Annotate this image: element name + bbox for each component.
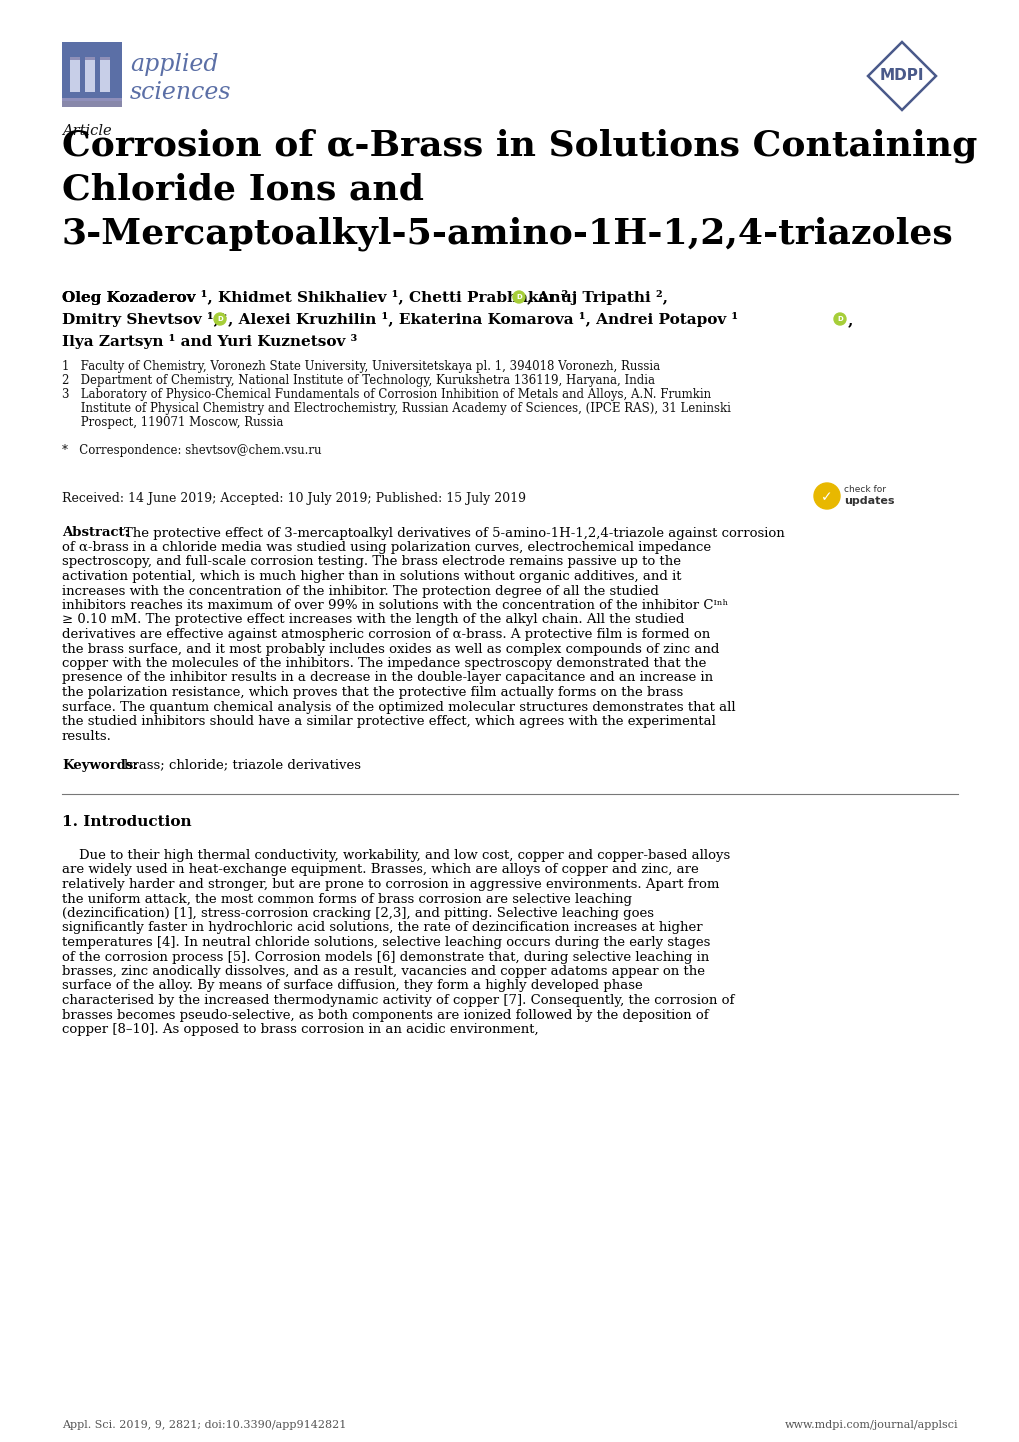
Text: Chloride Ions and: Chloride Ions and: [62, 173, 424, 208]
Text: 3-Mercaptoalkyl-5-amino-1H-1,2,4-triazoles: 3-Mercaptoalkyl-5-amino-1H-1,2,4-triazol…: [62, 216, 953, 251]
Bar: [85, 58, 95, 61]
Text: 2   Department of Chemistry, National Institute of Technology, Kurukshetra 13611: 2 Department of Chemistry, National Inst…: [62, 373, 654, 386]
Text: significantly faster in hydrochloric acid solutions, the rate of dezincification: significantly faster in hydrochloric aci…: [62, 921, 702, 934]
Bar: [70, 61, 79, 89]
Bar: [62, 101, 122, 107]
Text: Keywords:: Keywords:: [62, 758, 139, 771]
Bar: [70, 58, 79, 61]
Text: the polarization resistance, which proves that the protective film actually form: the polarization resistance, which prove…: [62, 686, 683, 699]
Text: updates: updates: [843, 496, 894, 506]
Text: Oleg Kozaderov ¹, Khidmet Shikhaliev ¹, Chetti Prabhakar ²: Oleg Kozaderov ¹, Khidmet Shikhaliev ¹, …: [62, 290, 568, 306]
Circle shape: [214, 313, 226, 324]
Text: D: D: [217, 316, 223, 322]
Bar: [100, 61, 110, 89]
Text: derivatives are effective against atmospheric corrosion of α-brass. A protective: derivatives are effective against atmosp…: [62, 629, 709, 642]
Text: Article: Article: [62, 124, 111, 138]
Text: brass; chloride; triazole derivatives: brass; chloride; triazole derivatives: [124, 758, 361, 771]
Text: MDPI: MDPI: [878, 69, 923, 84]
Bar: [85, 61, 95, 89]
Text: (dezincification) [1], stress-corrosion cracking [2,3], and pitting. Selective l: (dezincification) [1], stress-corrosion …: [62, 907, 653, 920]
Text: Abstract:: Abstract:: [62, 526, 129, 539]
Text: activation potential, which is much higher than in solutions without organic add: activation potential, which is much high…: [62, 570, 681, 583]
Text: inhibitors reaches its maximum of over 99% in solutions with the concentration o: inhibitors reaches its maximum of over 9…: [62, 598, 728, 611]
Text: presence of the inhibitor results in a decrease in the double-layer capacitance : presence of the inhibitor results in a d…: [62, 672, 712, 685]
Text: applied: applied: [129, 53, 218, 76]
Text: Appl. Sci. 2019, 9, 2821; doi:10.3390/app9142821: Appl. Sci. 2019, 9, 2821; doi:10.3390/ap…: [62, 1420, 346, 1430]
Text: ≥ 0.10 mM. The protective effect increases with the length of the alkyl chain. A: ≥ 0.10 mM. The protective effect increas…: [62, 613, 684, 626]
Text: copper [8–10]. As opposed to brass corrosion in an acidic environment,: copper [8–10]. As opposed to brass corro…: [62, 1022, 538, 1035]
Text: Prospect, 119071 Moscow, Russia: Prospect, 119071 Moscow, Russia: [62, 415, 283, 430]
Text: Corrosion of α-Brass in Solutions Containing: Corrosion of α-Brass in Solutions Contai…: [62, 128, 976, 163]
Text: Ilya Zartsyn ¹ and Yuri Kuznetsov ³: Ilya Zartsyn ¹ and Yuri Kuznetsov ³: [62, 335, 357, 349]
Text: *   Correspondence: shevtsov@chem.vsu.ru: * Correspondence: shevtsov@chem.vsu.ru: [62, 444, 321, 457]
Text: The protective effect of 3-mercaptoalkyl derivatives of 5-amino-1H-1,2,4-triazol: The protective effect of 3-mercaptoalkyl…: [124, 526, 784, 539]
Bar: [100, 88, 110, 92]
Text: 1   Faculty of Chemistry, Voronezh State University, Universitetskaya pl. 1, 394: 1 Faculty of Chemistry, Voronezh State U…: [62, 360, 659, 373]
Bar: [70, 88, 79, 92]
Text: D: D: [516, 294, 522, 300]
Bar: [85, 88, 95, 92]
Text: increases with the concentration of the inhibitor. The protection degree of all : increases with the concentration of the …: [62, 584, 658, 597]
Text: spectroscopy, and full-scale corrosion testing. The brass electrode remains pass: spectroscopy, and full-scale corrosion t…: [62, 555, 681, 568]
Text: relatively harder and stronger, but are prone to corrosion in aggressive environ: relatively harder and stronger, but are …: [62, 878, 718, 891]
Text: are widely used in heat-exchange equipment. Brasses, which are alloys of copper : are widely used in heat-exchange equipme…: [62, 864, 698, 877]
Text: Dmitry Shevtsov ¹,*: Dmitry Shevtsov ¹,*: [62, 311, 226, 327]
Text: Institute of Physical Chemistry and Electrochemistry, Russian Academy of Science: Institute of Physical Chemistry and Elec…: [62, 402, 731, 415]
Text: sciences: sciences: [129, 81, 231, 104]
Text: 3   Laboratory of Physico-Chemical Fundamentals of Corrosion Inhibition of Metal: 3 Laboratory of Physico-Chemical Fundame…: [62, 388, 710, 401]
Text: brasses becomes pseudo-selective, as both components are ionized followed by the: brasses becomes pseudo-selective, as bot…: [62, 1008, 708, 1021]
Text: brasses, zinc anodically dissolves, and as a result, vacancies and copper adatom: brasses, zinc anodically dissolves, and …: [62, 965, 704, 978]
Text: surface. The quantum chemical analysis of the optimized molecular structures dem: surface. The quantum chemical analysis o…: [62, 701, 735, 714]
Circle shape: [813, 483, 840, 509]
Text: the brass surface, and it most probably includes oxides as well as complex compo: the brass surface, and it most probably …: [62, 643, 718, 656]
Text: surface of the alloy. By means of surface diffusion, they form a highly develope: surface of the alloy. By means of surfac…: [62, 979, 642, 992]
Text: the uniform attack, the most common forms of brass corrosion are selective leach: the uniform attack, the most common form…: [62, 893, 632, 906]
Text: , Anuj Tripathi ²,: , Anuj Tripathi ²,: [527, 290, 667, 306]
Bar: [100, 58, 110, 61]
Text: ✓: ✓: [820, 490, 832, 505]
Text: Received: 14 June 2019; Accepted: 10 July 2019; Published: 15 July 2019: Received: 14 June 2019; Accepted: 10 Jul…: [62, 492, 526, 505]
Text: copper with the molecules of the inhibitors. The impedance spectroscopy demonstr: copper with the molecules of the inhibit…: [62, 658, 706, 671]
Text: 1. Introduction: 1. Introduction: [62, 816, 192, 829]
Bar: [62, 42, 122, 107]
Text: temperatures [4]. In neutral chloride solutions, selective leaching occurs durin: temperatures [4]. In neutral chloride so…: [62, 936, 709, 949]
Text: of α-brass in a chloride media was studied using polarization curves, electroche: of α-brass in a chloride media was studi…: [62, 541, 710, 554]
Text: of the corrosion process [5]. Corrosion models [6] demonstrate that, during sele: of the corrosion process [5]. Corrosion …: [62, 950, 708, 963]
Text: ,: ,: [847, 313, 853, 327]
Text: results.: results.: [62, 730, 112, 743]
Text: Due to their high thermal conductivity, workability, and low cost, copper and co: Due to their high thermal conductivity, …: [62, 849, 730, 862]
Circle shape: [834, 313, 845, 324]
Text: , Alexei Kruzhilin ¹, Ekaterina Komarova ¹, Andrei Potapov ¹: , Alexei Kruzhilin ¹, Ekaterina Komarova…: [228, 311, 738, 327]
Text: the studied inhibitors should have a similar protective effect, which agrees wit: the studied inhibitors should have a sim…: [62, 715, 715, 728]
Bar: [62, 98, 122, 101]
Text: check for: check for: [843, 486, 886, 495]
Circle shape: [513, 291, 525, 303]
Text: D: D: [837, 316, 842, 322]
Text: www.mdpi.com/journal/applsci: www.mdpi.com/journal/applsci: [784, 1420, 957, 1430]
Text: characterised by the increased thermodynamic activity of copper [7]. Consequentl: characterised by the increased thermodyn…: [62, 994, 734, 1007]
Text: Oleg Kozaderov: Oleg Kozaderov: [62, 291, 201, 306]
